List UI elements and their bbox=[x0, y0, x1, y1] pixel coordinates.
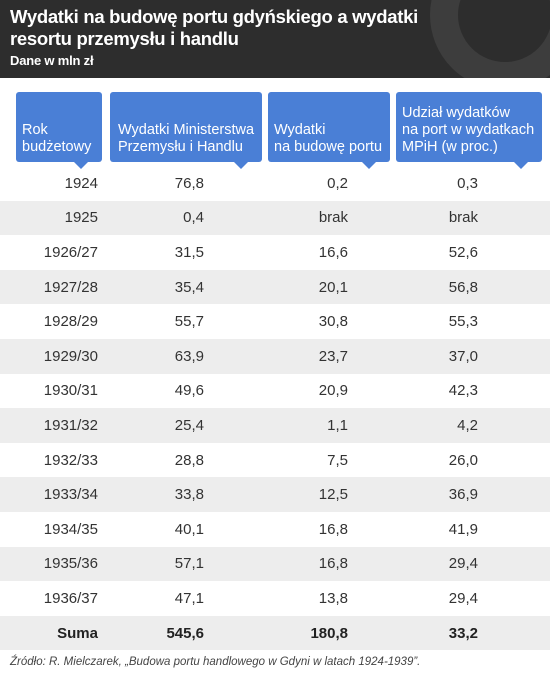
table-row: 1930/31 49,6 20,9 42,3 bbox=[0, 374, 550, 409]
table-row: 1933/34 33,8 12,5 36,9 bbox=[0, 477, 550, 512]
cell-port-share: 29,4 bbox=[448, 589, 478, 607]
table-header-row: Rok budżetowy Wydatki Ministerstwa Przem… bbox=[0, 78, 550, 169]
column-header-year-label: Rok budżetowy bbox=[22, 122, 92, 155]
cell-port-spending: 12,5 bbox=[318, 486, 348, 504]
table-row: 1924 76,8 0,2 0,3 bbox=[0, 166, 550, 201]
cell-ministry-spending: 40,1 bbox=[174, 520, 204, 538]
column-header-year: Rok budżetowy bbox=[16, 92, 102, 169]
logo-icon bbox=[430, 0, 550, 78]
cell-port-spending: 16,8 bbox=[318, 520, 348, 538]
cell-port-share: 36,9 bbox=[448, 486, 478, 504]
cell-port-spending: 180,8 bbox=[310, 624, 348, 642]
cell-year: 1926/27 bbox=[43, 243, 98, 261]
cell-ministry-spending: 0,4 bbox=[183, 209, 204, 227]
cell-port-spending: 0,2 bbox=[327, 174, 348, 192]
cell-port-spending: 7,5 bbox=[327, 451, 348, 469]
cell-year: 1927/28 bbox=[43, 278, 98, 296]
cell-year: 1932/33 bbox=[43, 451, 98, 469]
page-subtitle: Dane w mln zł bbox=[10, 53, 94, 68]
column-header-ministry-spending-label: Wydatki Ministerstwa Przemysłu i Handlu bbox=[118, 122, 255, 155]
cell-port-share: 52,6 bbox=[448, 243, 478, 261]
cell-ministry-spending: 49,6 bbox=[174, 382, 204, 400]
cell-ministry-spending: 57,1 bbox=[174, 555, 204, 573]
table-row: 1936/37 47,1 13,8 29,4 bbox=[0, 581, 550, 616]
table-total-row: Suma 545,6 180,8 33,2 bbox=[0, 615, 550, 651]
cell-port-spending: 13,8 bbox=[318, 589, 348, 607]
cell-ministry-spending: 28,8 bbox=[174, 451, 204, 469]
cell-port-share: 55,3 bbox=[448, 313, 478, 331]
cell-port-share: 26,0 bbox=[448, 451, 478, 469]
table-row: 1932/33 28,8 7,5 26,0 bbox=[0, 443, 550, 478]
column-header-ministry-spending: Wydatki Ministerstwa Przemysłu i Handlu bbox=[110, 92, 262, 169]
cell-port-share: 0,3 bbox=[457, 174, 478, 192]
cell-year: 1933/34 bbox=[43, 486, 98, 504]
title-banner: Wydatki na budowę portu gdyńskiego a wyd… bbox=[0, 0, 550, 78]
cell-year: 1936/37 bbox=[43, 589, 98, 607]
cell-year: 1930/31 bbox=[43, 382, 98, 400]
cell-port-spending: brak bbox=[318, 209, 348, 227]
table-row: 1927/28 35,4 20,1 56,8 bbox=[0, 269, 550, 305]
cell-ministry-spending: 33,8 bbox=[174, 486, 204, 504]
cell-port-share: 4,2 bbox=[457, 416, 478, 434]
table-row: 1928/29 55,7 30,8 55,3 bbox=[0, 304, 550, 339]
cell-port-spending: 20,1 bbox=[318, 278, 348, 296]
cell-year: 1924 bbox=[64, 174, 98, 192]
cell-port-share: 56,8 bbox=[448, 278, 478, 296]
data-table: Rok budżetowy Wydatki Ministerstwa Przem… bbox=[0, 78, 550, 651]
cell-ministry-spending: 55,7 bbox=[174, 313, 204, 331]
cell-port-share: 42,3 bbox=[448, 382, 478, 400]
cell-ministry-spending: 25,4 bbox=[174, 416, 204, 434]
cell-ministry-spending: 31,5 bbox=[174, 243, 204, 261]
cell-ministry-spending: 545,6 bbox=[166, 624, 204, 642]
table-row: 1935/36 57,1 16,8 29,4 bbox=[0, 546, 550, 582]
cell-port-share: 37,0 bbox=[448, 347, 478, 365]
column-header-port-share-label: Udział wydatków na port w wydatkach MPiH… bbox=[402, 105, 535, 155]
cell-port-spending: 20,9 bbox=[318, 382, 348, 400]
cell-port-spending: 30,8 bbox=[318, 313, 348, 331]
source-note: Źródło: R. Mielczarek, „Budowa portu han… bbox=[10, 656, 421, 668]
cell-year: 1934/35 bbox=[43, 520, 98, 538]
cell-year: 1925 bbox=[64, 209, 98, 227]
cell-year: 1929/30 bbox=[43, 347, 98, 365]
cell-ministry-spending: 35,4 bbox=[174, 278, 204, 296]
cell-port-spending: 16,8 bbox=[318, 555, 348, 573]
table-row: 1926/27 31,5 16,6 52,6 bbox=[0, 235, 550, 270]
cell-port-spending: 16,6 bbox=[318, 243, 348, 261]
table-body: 1924 76,8 0,2 0,3 1925 0,4 brak brak 1926/27 31,5… bbox=[0, 166, 550, 651]
cell-port-share: 41,9 bbox=[448, 520, 478, 538]
column-header-port-spending-label: Wydatki na budowę portu bbox=[274, 122, 383, 155]
cell-port-spending: 23,7 bbox=[318, 347, 348, 365]
page-title: Wydatki na budowę portu gdyńskiego a wyd… bbox=[10, 6, 418, 49]
cell-year: Suma bbox=[57, 624, 98, 642]
table-row: 1929/30 63,9 23,7 37,0 bbox=[0, 338, 550, 374]
table-row: 1931/32 25,4 1,1 4,2 bbox=[0, 408, 550, 443]
column-header-port-spending: Wydatki na budowę portu bbox=[268, 92, 390, 169]
column-header-port-share: Udział wydatków na port w wydatkach MPiH… bbox=[396, 92, 542, 169]
cell-year: 1928/29 bbox=[43, 313, 98, 331]
cell-port-share: brak bbox=[448, 209, 478, 227]
cell-year: 1935/36 bbox=[43, 555, 98, 573]
cell-ministry-spending: 63,9 bbox=[174, 347, 204, 365]
table-row: 1925 0,4 brak brak bbox=[0, 200, 550, 236]
cell-ministry-spending: 47,1 bbox=[174, 589, 204, 607]
cell-year: 1931/32 bbox=[43, 416, 98, 434]
cell-ministry-spending: 76,8 bbox=[174, 174, 204, 192]
cell-port-share: 29,4 bbox=[448, 555, 478, 573]
cell-port-share: 33,2 bbox=[448, 624, 478, 642]
table-row: 1934/35 40,1 16,8 41,9 bbox=[0, 512, 550, 547]
cell-port-spending: 1,1 bbox=[327, 416, 348, 434]
